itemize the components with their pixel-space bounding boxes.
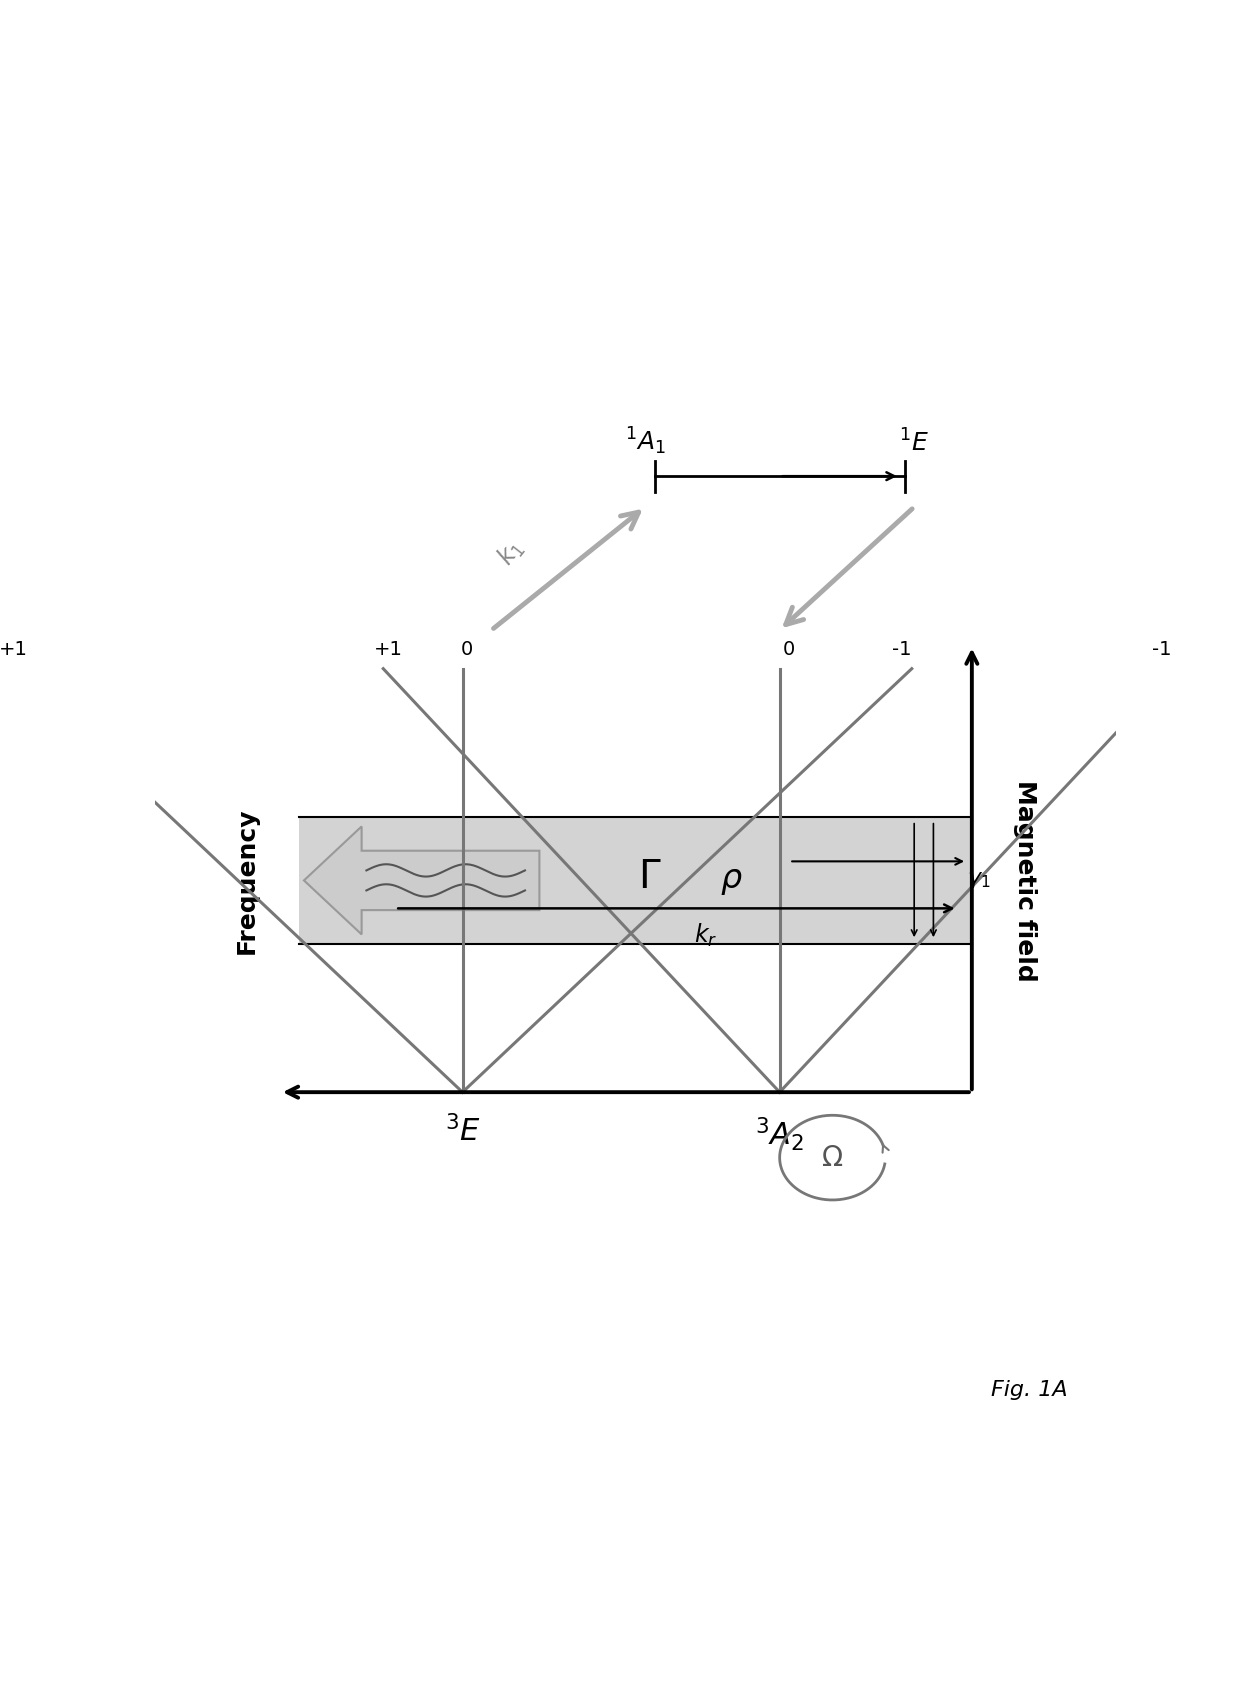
Bar bbox=[299, 817, 972, 943]
Text: $^{3}E$: $^{3}E$ bbox=[445, 1115, 480, 1148]
Text: $\Omega$: $\Omega$ bbox=[821, 1144, 843, 1172]
Text: $k_r$: $k_r$ bbox=[693, 923, 717, 950]
Text: -1: -1 bbox=[893, 640, 911, 659]
Text: Magnetic field: Magnetic field bbox=[1013, 780, 1037, 981]
Text: $^{1}A_{1}$: $^{1}A_{1}$ bbox=[625, 426, 666, 456]
Text: Fig. 1A: Fig. 1A bbox=[991, 1379, 1068, 1400]
Text: $^{1}E$: $^{1}E$ bbox=[899, 429, 929, 456]
Text: $^{3}A_{2}$: $^{3}A_{2}$ bbox=[755, 1115, 805, 1153]
Text: +1: +1 bbox=[0, 640, 27, 659]
Text: $\Gamma$: $\Gamma$ bbox=[639, 858, 662, 896]
Text: $\gamma_1$: $\gamma_1$ bbox=[967, 870, 991, 891]
Text: $k_1$: $k_1$ bbox=[492, 535, 528, 571]
Text: Frequency: Frequency bbox=[234, 807, 258, 954]
Text: -1: -1 bbox=[1152, 640, 1172, 659]
Text: +1: +1 bbox=[373, 640, 403, 659]
Text: 0: 0 bbox=[784, 640, 795, 659]
Text: $\rho$: $\rho$ bbox=[720, 863, 743, 897]
Text: 0: 0 bbox=[461, 640, 474, 659]
FancyArrow shape bbox=[304, 826, 539, 935]
